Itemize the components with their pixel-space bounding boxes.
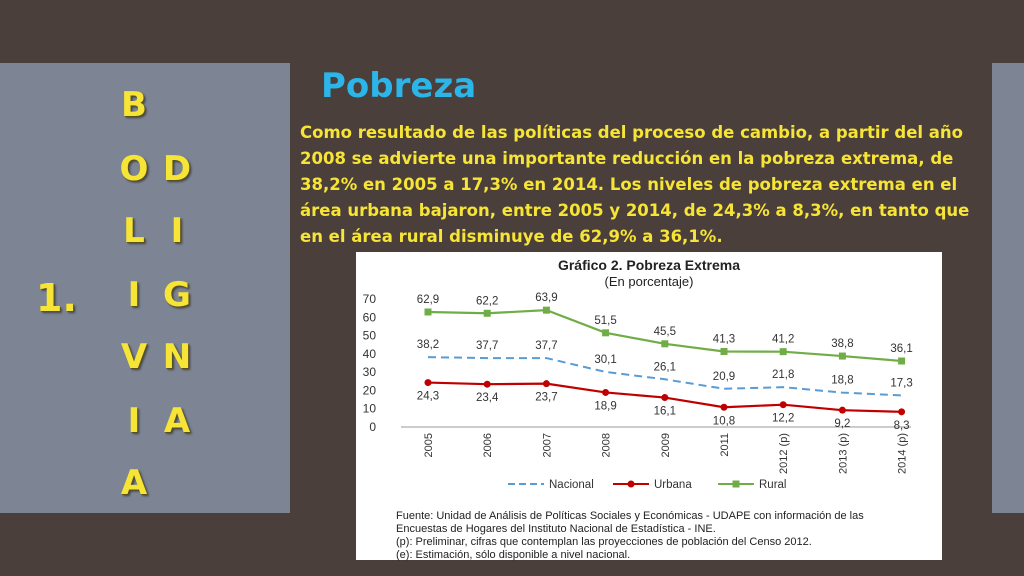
data-label: 20,9 bbox=[713, 371, 735, 383]
data-label: 37,7 bbox=[535, 340, 557, 352]
vertical-letter: A bbox=[163, 401, 191, 441]
data-label: 36,1 bbox=[890, 343, 912, 355]
legend-marker bbox=[627, 480, 635, 488]
data-label: 10,8 bbox=[713, 415, 735, 427]
x-tick-label: 2009 bbox=[660, 433, 672, 457]
x-tick-label: 2005 bbox=[423, 433, 435, 457]
x-tick-label: 2013 (p) bbox=[837, 433, 849, 474]
y-tick-label: 10 bbox=[363, 402, 377, 416]
data-label: 16,1 bbox=[654, 406, 676, 418]
data-label: 23,4 bbox=[476, 392, 499, 404]
legend-label: Urbana bbox=[654, 479, 692, 491]
left-panel bbox=[0, 63, 290, 513]
vertical-letter: O bbox=[119, 149, 149, 189]
data-point bbox=[838, 352, 846, 360]
data-point bbox=[898, 408, 906, 416]
source-note: Fuente: Unidad de Análisis de Políticas … bbox=[396, 510, 864, 522]
x-tick-label: 2011 bbox=[719, 433, 731, 457]
legend-label: Rural bbox=[759, 479, 786, 491]
source-note: (e): Estimación, sólo disponible a nivel… bbox=[396, 549, 631, 561]
data-point bbox=[779, 401, 787, 409]
x-tick-label: 2014 (p) bbox=[897, 433, 909, 474]
data-label: 41,2 bbox=[772, 334, 794, 346]
data-point bbox=[661, 394, 669, 402]
data-label: 17,3 bbox=[890, 377, 912, 389]
data-label: 63,9 bbox=[535, 292, 557, 304]
data-label: 8,3 bbox=[894, 420, 910, 432]
data-point bbox=[542, 306, 550, 314]
data-label: 9,2 bbox=[834, 418, 850, 430]
data-label: 38,2 bbox=[417, 339, 439, 351]
data-label: 18,8 bbox=[831, 375, 853, 387]
data-label: 51,5 bbox=[594, 315, 616, 327]
line-chart: 0 10 20 30 40 50 60 70 2005 2006 2007 2008 2009 2011 2… bbox=[363, 292, 913, 491]
data-label: 23,7 bbox=[535, 392, 557, 404]
slide-number: 1. bbox=[36, 276, 77, 320]
data-point bbox=[483, 380, 491, 388]
chart-container: Gráfico 2. Pobreza Extrema (En porcentaj… bbox=[356, 252, 942, 561]
series-line-nacional bbox=[427, 356, 902, 397]
data-label: 12,2 bbox=[772, 413, 794, 425]
y-tick-label: 50 bbox=[363, 329, 377, 343]
vertical-letter: I bbox=[127, 401, 141, 441]
vertical-letter: I bbox=[170, 211, 184, 251]
vertical-letter: B bbox=[121, 85, 147, 125]
data-point bbox=[483, 309, 491, 317]
data-point bbox=[720, 403, 728, 411]
y-tick-label: 20 bbox=[363, 383, 377, 397]
x-tick-label: 2012 (p) bbox=[778, 433, 790, 474]
slide-title: Pobreza bbox=[321, 66, 477, 106]
data-point bbox=[424, 308, 432, 316]
vertical-letter: N bbox=[162, 337, 192, 377]
vertical-letter: L bbox=[123, 211, 145, 251]
y-tick-label: 0 bbox=[369, 420, 376, 434]
body-paragraph: Como resultado de las políticas del proc… bbox=[300, 123, 970, 246]
data-label: 38,8 bbox=[831, 338, 853, 350]
data-label: 26,1 bbox=[654, 361, 676, 373]
vertical-letter: I bbox=[127, 275, 141, 315]
vertical-letter: A bbox=[120, 463, 148, 503]
vertical-letter: V bbox=[120, 337, 148, 377]
data-label: 37,7 bbox=[476, 340, 498, 352]
data-point bbox=[602, 329, 610, 337]
y-tick-label: 30 bbox=[363, 365, 377, 379]
vertical-letter: D bbox=[162, 149, 192, 189]
source-note: Encuestas de Hogares del Instituto Nacio… bbox=[396, 523, 716, 535]
data-point bbox=[838, 406, 846, 414]
data-label: 24,3 bbox=[417, 391, 439, 403]
data-label: 30,1 bbox=[594, 354, 616, 366]
x-tick-label: 2006 bbox=[482, 433, 494, 457]
x-tick-label: 2008 bbox=[601, 433, 613, 457]
data-label: 21,8 bbox=[772, 369, 794, 381]
chart-title: Gráfico 2. Pobreza Extrema bbox=[557, 257, 741, 273]
vertical-letter: G bbox=[163, 275, 191, 315]
data-label: 62,9 bbox=[417, 294, 439, 306]
data-point bbox=[898, 357, 906, 365]
data-label: 41,3 bbox=[713, 333, 735, 345]
y-tick-label: 40 bbox=[363, 347, 377, 361]
x-tick-label: 2007 bbox=[541, 433, 553, 457]
legend-marker bbox=[732, 480, 740, 488]
legend-label: Nacional bbox=[549, 479, 594, 491]
data-label: 45,5 bbox=[654, 326, 676, 338]
y-tick-label: 70 bbox=[363, 292, 377, 306]
data-point bbox=[661, 340, 669, 348]
data-point bbox=[424, 379, 432, 387]
data-label: 18,9 bbox=[594, 400, 616, 412]
data-point bbox=[542, 380, 550, 388]
data-point bbox=[720, 347, 728, 355]
data-point bbox=[779, 348, 787, 356]
data-point bbox=[602, 388, 610, 396]
y-tick-label: 60 bbox=[363, 310, 377, 324]
source-note: (p): Preliminar, cifras que contemplan l… bbox=[396, 536, 812, 548]
right-decor-strip bbox=[992, 63, 1024, 513]
chart-subtitle: (En porcentaje) bbox=[604, 274, 694, 289]
data-label: 62,2 bbox=[476, 295, 498, 307]
